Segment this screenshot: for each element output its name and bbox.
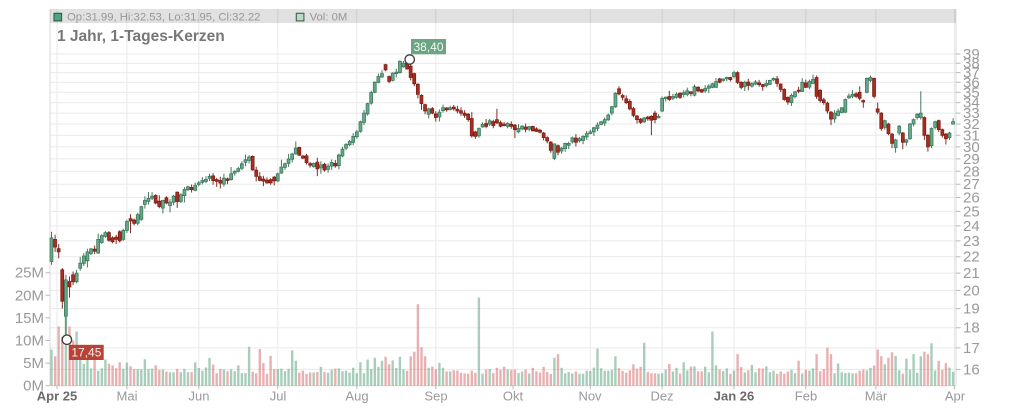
svg-text:Jun: Jun bbox=[189, 389, 210, 404]
svg-text:37: 37 bbox=[963, 65, 980, 82]
svg-text:Mai: Mai bbox=[117, 389, 138, 404]
svg-text:Apr 25: Apr 25 bbox=[37, 389, 77, 404]
svg-text:33: 33 bbox=[963, 105, 980, 122]
svg-text:25M: 25M bbox=[15, 265, 44, 282]
svg-text:19: 19 bbox=[963, 301, 980, 318]
svg-text:Mär: Mär bbox=[865, 389, 888, 404]
svg-text:16: 16 bbox=[963, 361, 980, 378]
svg-text:Apr: Apr bbox=[945, 389, 966, 404]
svg-text:28: 28 bbox=[963, 163, 980, 180]
svg-text:34: 34 bbox=[963, 95, 980, 112]
svg-text:17: 17 bbox=[963, 340, 980, 357]
svg-text:20: 20 bbox=[963, 282, 980, 299]
svg-text:39: 39 bbox=[963, 46, 980, 63]
svg-text:Dez: Dez bbox=[650, 389, 673, 404]
svg-text:32: 32 bbox=[963, 116, 980, 133]
svg-text:21: 21 bbox=[963, 265, 980, 282]
svg-text:Op:31.99, Hi:32.53, Lo:31.95,: Op:31.99, Hi:32.53, Lo:31.95, Cl:32.22 bbox=[67, 11, 260, 23]
svg-text:5M: 5M bbox=[23, 355, 44, 372]
svg-text:26: 26 bbox=[963, 190, 980, 207]
svg-text:Okt: Okt bbox=[503, 389, 524, 404]
svg-text:10M: 10M bbox=[15, 333, 44, 350]
svg-text:24: 24 bbox=[963, 218, 980, 235]
svg-text:Nov: Nov bbox=[578, 389, 602, 404]
svg-text:22: 22 bbox=[963, 249, 980, 266]
svg-text:30: 30 bbox=[963, 139, 980, 156]
svg-text:27: 27 bbox=[963, 176, 980, 193]
svg-text:Aug: Aug bbox=[345, 389, 368, 404]
svg-text:35: 35 bbox=[963, 84, 980, 101]
svg-text:Sep: Sep bbox=[424, 389, 447, 404]
svg-text:17,45: 17,45 bbox=[71, 346, 101, 360]
svg-text:31: 31 bbox=[963, 127, 980, 144]
svg-text:18: 18 bbox=[963, 320, 980, 337]
svg-text:36: 36 bbox=[963, 74, 980, 91]
svg-text:Feb: Feb bbox=[795, 389, 817, 404]
svg-text:Jan 26: Jan 26 bbox=[714, 389, 754, 404]
svg-text:1 Jahr, 1-Tages-Kerzen: 1 Jahr, 1-Tages-Kerzen bbox=[57, 28, 225, 45]
svg-text:15M: 15M bbox=[15, 310, 44, 327]
svg-text:20M: 20M bbox=[15, 287, 44, 304]
svg-text:Jul: Jul bbox=[270, 389, 287, 404]
svg-text:38,40: 38,40 bbox=[413, 40, 443, 54]
svg-text:Vol: 0M: Vol: 0M bbox=[310, 11, 348, 23]
svg-text:29: 29 bbox=[963, 151, 980, 168]
svg-text:38: 38 bbox=[963, 55, 980, 72]
svg-text:0M: 0M bbox=[23, 378, 44, 395]
svg-text:25: 25 bbox=[963, 203, 980, 220]
svg-text:23: 23 bbox=[963, 233, 980, 250]
